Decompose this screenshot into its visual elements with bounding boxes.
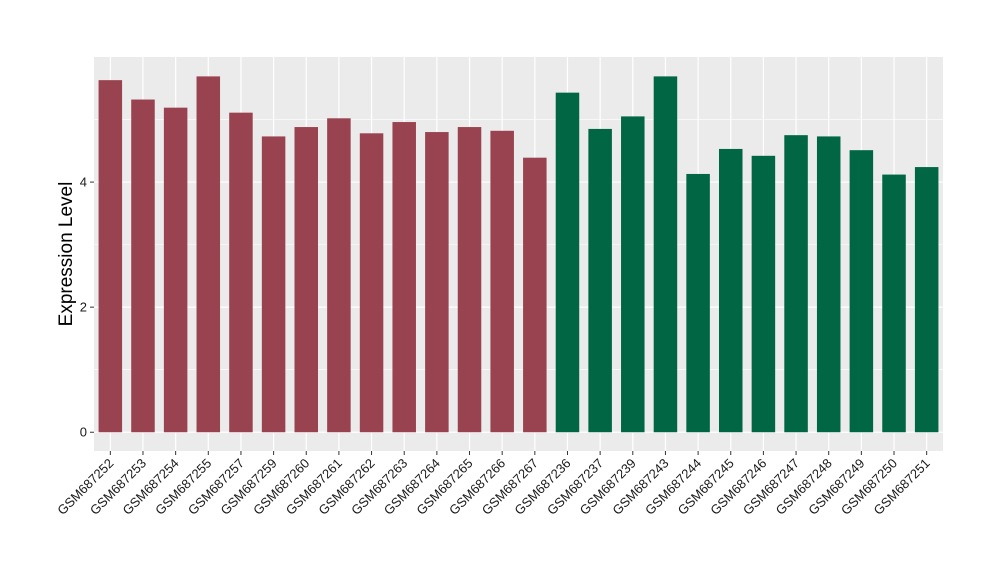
bar-GSM687243	[653, 76, 678, 433]
bar-GSM687263	[392, 122, 416, 433]
bar-GSM687252	[98, 80, 123, 433]
bar-GSM687237	[588, 128, 612, 433]
bar-GSM687244	[686, 173, 710, 433]
y-tick-label: 4	[80, 175, 87, 190]
bar-GSM687262	[359, 133, 384, 433]
bar-GSM687257	[229, 112, 253, 433]
y-axis: 0 2 4	[80, 175, 94, 440]
y-axis-title: Expression Level	[56, 182, 77, 327]
bar-GSM687246	[751, 155, 776, 433]
bars	[98, 76, 939, 433]
bar-GSM687255	[196, 76, 221, 433]
bar-GSM687266	[490, 130, 514, 433]
bar-GSM687267	[523, 157, 547, 433]
y-tick-label: 2	[80, 300, 87, 315]
bar-GSM687249	[849, 150, 874, 433]
bar-GSM687264	[425, 132, 449, 433]
plot-panel	[94, 57, 943, 451]
bar-GSM687247	[784, 135, 808, 433]
bar-GSM687250	[882, 174, 906, 433]
bar-GSM687259	[261, 136, 286, 433]
bar-GSM687254	[163, 107, 188, 433]
bar-GSM687248	[816, 136, 841, 433]
bar-GSM687261	[327, 118, 351, 433]
y-tick-label: 0	[80, 425, 87, 440]
x-axis: GSM687252GSM687253GSM687254GSM687255GSM6…	[54, 451, 933, 518]
bar-GSM687239	[621, 116, 645, 433]
bar-GSM687236	[555, 92, 580, 433]
bar-GSM687260	[294, 127, 319, 433]
bar-GSM687245	[718, 148, 743, 433]
bar-GSM687253	[131, 99, 155, 433]
bar-GSM687265	[457, 127, 482, 433]
bar-GSM687251	[914, 167, 939, 433]
